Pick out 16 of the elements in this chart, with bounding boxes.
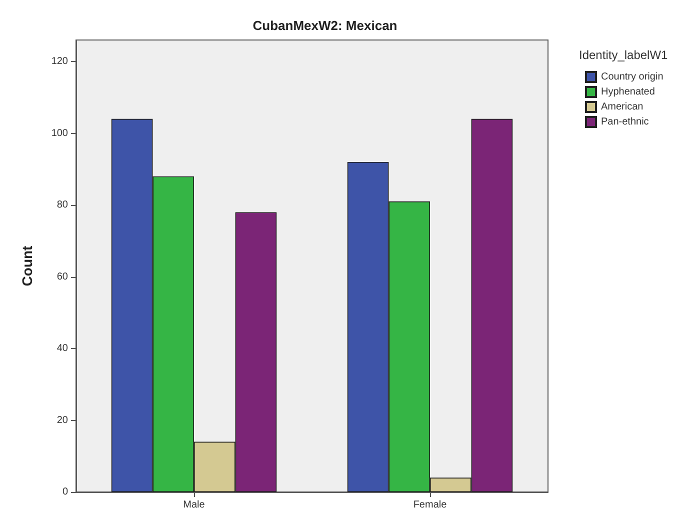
legend-title: Identity_labelW1 xyxy=(579,48,668,62)
y-axis-title: Count xyxy=(19,245,35,286)
y-tick-label: 60 xyxy=(56,271,68,282)
y-tick-label: 100 xyxy=(51,128,68,139)
x-tick-label: Male xyxy=(183,500,206,510)
legend-label: Pan-ethnic xyxy=(601,116,649,128)
y-tick-label: 40 xyxy=(56,343,68,354)
legend-label: American xyxy=(601,102,644,112)
y-tick-label: 0 xyxy=(62,486,68,498)
chart-title: CubanMexW2: Mexican xyxy=(252,18,398,33)
legend-label: Hyphenated xyxy=(601,86,655,98)
legend-label: Country origin xyxy=(601,72,664,82)
y-tick-label: 20 xyxy=(56,414,68,426)
y-tick-label: 120 xyxy=(51,56,68,68)
x-tick-label: Female xyxy=(413,500,448,510)
y-tick-label: 80 xyxy=(56,200,68,211)
